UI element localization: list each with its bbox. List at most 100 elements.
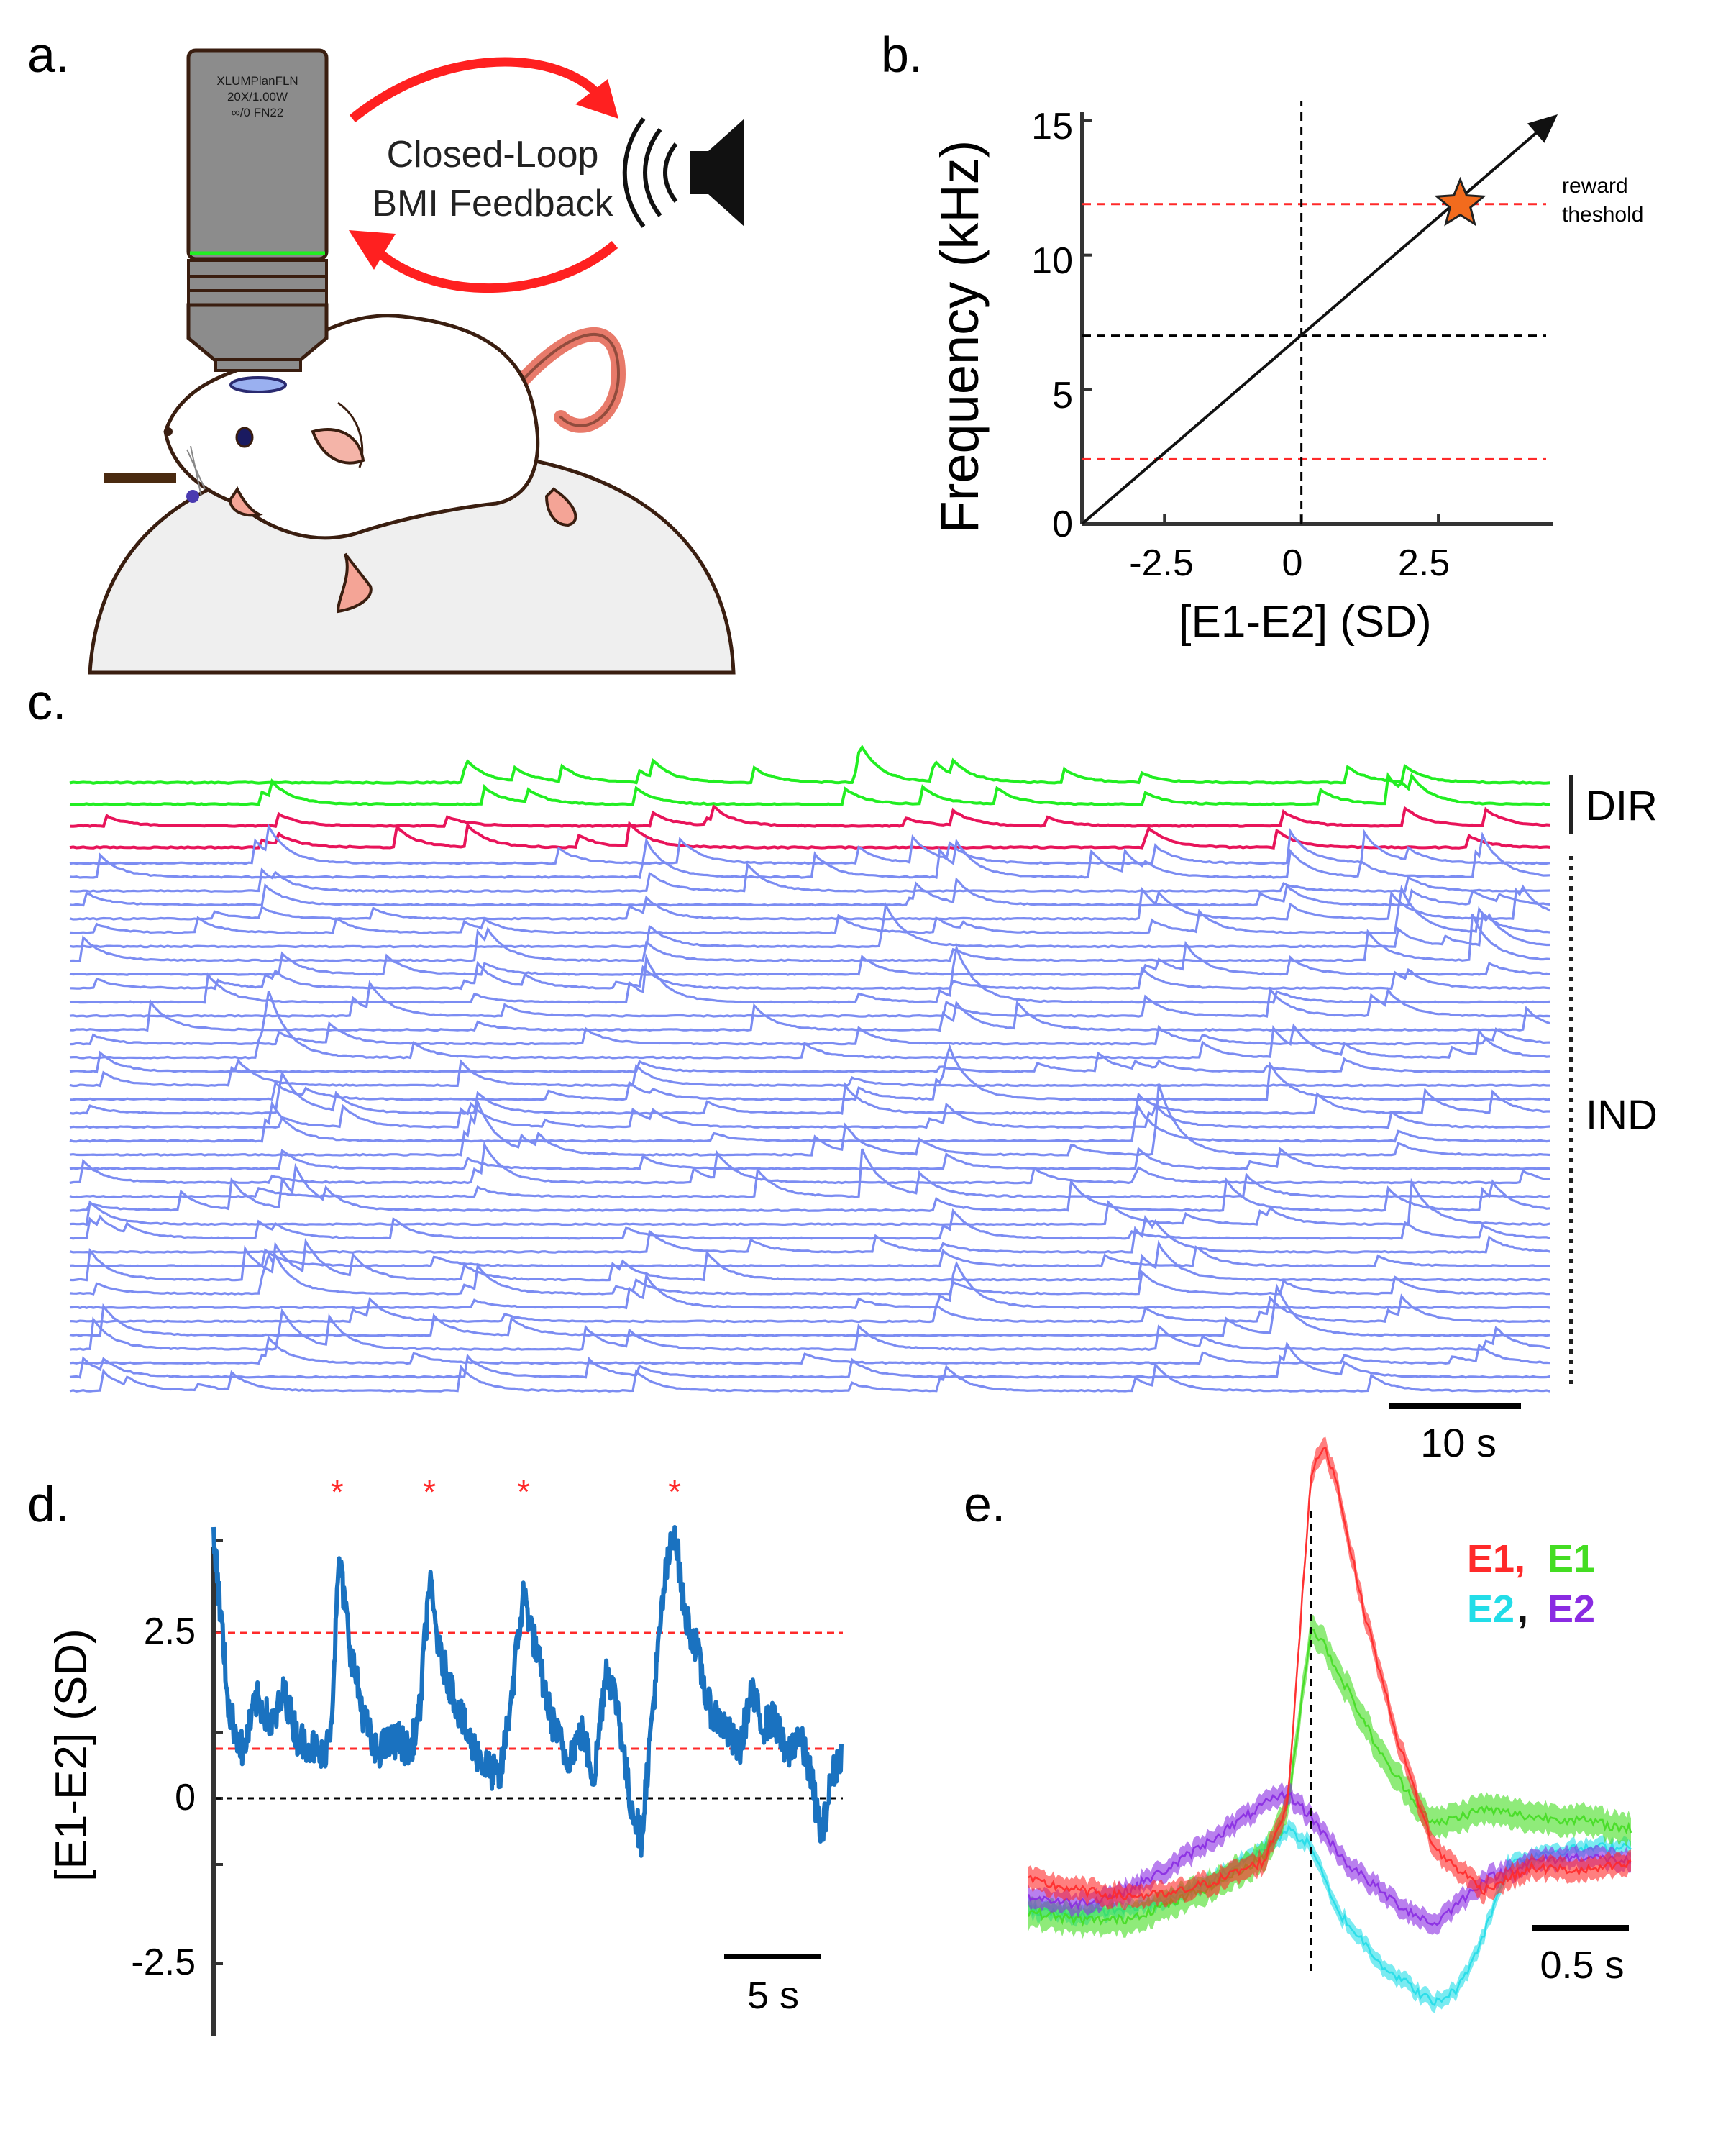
ind-trace [69, 862, 1550, 893]
ind-trace [69, 1021, 1550, 1046]
b-mapping-line [1081, 117, 1555, 525]
objective-text-3: ∞/0 FN22 [232, 106, 284, 119]
panel-c-label: c. [27, 674, 66, 730]
panel-b-plot [1080, 101, 1558, 526]
panel-b: b. Frequency (kHz) [E1-E2] (SD) 0 5 10 1… [881, 27, 1643, 647]
panel-a: a. XLUMPlanFLN 20X/1.00W ∞/0 FN22 [27, 27, 744, 675]
ind-trace [69, 943, 1550, 1004]
panel-d-label: d. [27, 1476, 69, 1532]
ind-trace [69, 1245, 1550, 1268]
d-reward-star: * [517, 1473, 530, 1511]
ind-trace [69, 884, 1551, 921]
b-xtick-0: 0 [1282, 542, 1303, 584]
objective-text-2: 20X/1.00W [227, 90, 288, 104]
feedback-arrows [349, 57, 618, 293]
dir-trace-red [69, 803, 1550, 828]
ind-trace [69, 1147, 1550, 1171]
ind-trace [69, 998, 1550, 1032]
ind-trace [69, 1252, 1550, 1296]
ind-trace [69, 901, 1550, 949]
ind-trace [69, 914, 1550, 962]
e-sem-band [1028, 1436, 1631, 1911]
dir-trace-green [69, 772, 1550, 806]
ind-trace [69, 1162, 1550, 1212]
dir-label: DIR [1586, 783, 1658, 829]
ind-trace [69, 1057, 1550, 1088]
b-ytick-15: 15 [1031, 106, 1073, 147]
c-scalebar-label: 10 s [1420, 1420, 1497, 1465]
ind-trace [69, 1308, 1550, 1351]
ind-trace [69, 1148, 1550, 1198]
ind-trace [69, 1044, 1550, 1101]
ind-trace [69, 877, 1550, 907]
ind-trace [69, 1362, 1550, 1393]
b-ytick-10: 10 [1031, 240, 1073, 282]
panel-d-plot [211, 1525, 844, 2036]
b-ytick-5: 5 [1052, 375, 1073, 416]
microscope-objective-icon: XLUMPlanFLN 20X/1.00W ∞/0 FN22 [186, 48, 329, 393]
panel-b-ylabel: Frequency (kHz) [930, 140, 990, 534]
speaker-icon [622, 117, 744, 228]
panel-e-plot [1027, 1436, 1632, 2013]
d-ytick-0: 0 [175, 1777, 196, 1818]
ind-trace [69, 823, 1550, 865]
e-legend-e1-red: E1, [1467, 1537, 1525, 1580]
e-legend-e2-cyan: E2 [1467, 1588, 1515, 1631]
panel-e-label: e. [964, 1476, 1005, 1532]
ind-trace [69, 1260, 1550, 1310]
ind-trace [69, 1334, 1550, 1365]
loop-text-2: BMI Feedback [372, 183, 613, 224]
ind-trace [69, 960, 1550, 991]
panel-b-xlabel: [E1-E2] (SD) [1179, 597, 1431, 647]
b-xtick-neg2.5: -2.5 [1129, 542, 1194, 584]
ind-trace [69, 1178, 1550, 1226]
ind-trace [69, 980, 1550, 1018]
dir-trace-green [69, 745, 1550, 785]
dir-trace-red [69, 821, 1550, 850]
panel-d-ylabel: [E1-E2] (SD) [47, 1629, 96, 1881]
e-mean-trace [1027, 1627, 1632, 1927]
b-reward-star [1434, 176, 1486, 227]
b-ytick-0: 0 [1052, 504, 1073, 545]
panel-a-label: a. [27, 27, 69, 83]
b-xtick-2.5: 2.5 [1398, 542, 1450, 584]
ind-trace [69, 1237, 1550, 1282]
objective-text-1: XLUMPlanFLN [216, 74, 298, 88]
panel-e: e. E1, E1 E2 , E2 0.5 s [964, 1436, 1632, 2013]
ind-trace [69, 1208, 1550, 1240]
e-mean-trace [1028, 1446, 1632, 1901]
ind-trace [69, 1214, 1550, 1254]
d-ytick-2.5: 2.5 [144, 1611, 196, 1652]
e-scalebar-label: 0.5 s [1540, 1944, 1624, 1987]
ind-trace [69, 1341, 1550, 1379]
panel-d: d. * * * * [E1-E2] (SD) 2.5 0 -2.5 5 s [27, 1473, 844, 2036]
ind-trace [69, 1070, 1550, 1115]
e-legend-e2-purple: E2 [1548, 1588, 1595, 1631]
d-ytick-neg2.5: -2.5 [131, 1941, 196, 1983]
panel-c-traces [69, 745, 1551, 1393]
ind-trace [69, 1083, 1550, 1157]
ind-trace [69, 940, 1550, 976]
ind-trace [69, 1293, 1550, 1324]
e-legend-e1-green: E1 [1548, 1537, 1595, 1580]
ind-trace [69, 1141, 1550, 1185]
ind-label: IND [1586, 1092, 1658, 1139]
ind-trace [69, 1100, 1550, 1143]
b-annotation-line2: theshold [1562, 203, 1643, 227]
ind-trace [69, 1283, 1550, 1337]
loop-text-1: Closed-Loop [387, 134, 599, 176]
ind-trace [69, 885, 1550, 935]
b-arrowhead [1527, 114, 1558, 143]
ind-trace [69, 831, 1550, 880]
ind-trace [69, 990, 1550, 1060]
d-reward-star: * [331, 1473, 344, 1511]
b-annotation-line1: reward [1562, 174, 1628, 198]
panel-c: c. DIR IND 10 s [27, 674, 1658, 1465]
ind-trace [69, 1101, 1550, 1129]
d-scalebar-label: 5 s [747, 1974, 799, 2017]
d-reward-star: * [668, 1473, 681, 1511]
e-legend-comma: , [1517, 1588, 1528, 1631]
d-ensemble-trace [211, 1525, 844, 1858]
panel-d-stars: * * * * [331, 1473, 681, 1511]
